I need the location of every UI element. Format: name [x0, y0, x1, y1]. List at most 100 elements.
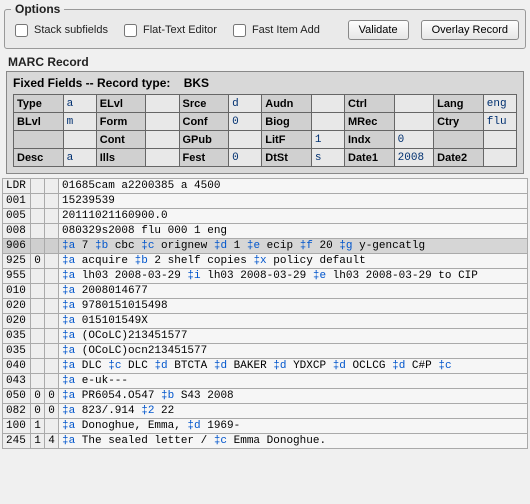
marc-row[interactable]: 008080329s2008 flu 000 1 eng: [3, 224, 528, 239]
fixed-value[interactable]: [311, 113, 344, 131]
marc-indicator-1[interactable]: [31, 329, 45, 344]
marc-indicator-2[interactable]: [45, 284, 59, 299]
marc-tag[interactable]: 955: [3, 269, 31, 284]
marc-indicator-1[interactable]: [31, 359, 45, 374]
fixed-value[interactable]: 0: [229, 113, 262, 131]
marc-tag[interactable]: 020: [3, 314, 31, 329]
marc-row[interactable]: LDR 01685cam a2200385 a 4500: [3, 179, 528, 194]
marc-tag[interactable]: 100: [3, 419, 31, 434]
marc-indicator-1[interactable]: [31, 224, 45, 239]
marc-indicator-2[interactable]: 4: [45, 434, 59, 449]
marc-tag[interactable]: 035: [3, 329, 31, 344]
marc-row[interactable]: 906 ‡a 7 ‡b cbc ‡c orignew ‡d 1 ‡e ecip ‡…: [3, 239, 528, 254]
marc-indicator-2[interactable]: [45, 359, 59, 374]
marc-indicator-1[interactable]: 0: [31, 404, 45, 419]
marc-tag[interactable]: 010: [3, 284, 31, 299]
marc-row[interactable]: 040 ‡a DLC ‡c DLC ‡d BTCTA ‡d BAKER ‡d YD…: [3, 359, 528, 374]
marc-indicator-1[interactable]: [31, 179, 45, 194]
fixed-value[interactable]: [229, 131, 262, 149]
marc-indicator-2[interactable]: [45, 419, 59, 434]
fixed-value[interactable]: a: [63, 149, 96, 167]
marc-indicator-1[interactable]: [31, 209, 45, 224]
marc-indicator-2[interactable]: [45, 344, 59, 359]
marc-content[interactable]: ‡a 7 ‡b cbc ‡c orignew ‡d 1 ‡e ecip ‡f 2…: [59, 239, 528, 254]
marc-content[interactable]: 01685cam a2200385 a 4500: [59, 179, 528, 194]
marc-tag[interactable]: 020: [3, 299, 31, 314]
fixed-value[interactable]: [483, 149, 516, 167]
flat-text-label[interactable]: Flat-Text Editor: [120, 21, 217, 40]
marc-content[interactable]: ‡a The sealed letter / ‡c Emma Donoghue.: [59, 434, 528, 449]
marc-indicator-1[interactable]: 0: [31, 254, 45, 269]
fixed-value[interactable]: 0: [394, 131, 433, 149]
marc-tag[interactable]: 043: [3, 374, 31, 389]
marc-indicator-1[interactable]: [31, 269, 45, 284]
fast-item-label[interactable]: Fast Item Add: [229, 21, 320, 40]
marc-indicator-1[interactable]: [31, 239, 45, 254]
marc-indicator-2[interactable]: [45, 194, 59, 209]
fixed-value[interactable]: 1: [311, 131, 344, 149]
marc-tag[interactable]: 082: [3, 404, 31, 419]
marc-indicator-1[interactable]: [31, 314, 45, 329]
marc-indicator-2[interactable]: [45, 269, 59, 284]
marc-content[interactable]: ‡a 823/.914 ‡2 22: [59, 404, 528, 419]
fast-item-checkbox[interactable]: [233, 24, 246, 37]
marc-row[interactable]: 010‡a 2008014677: [3, 284, 528, 299]
marc-content[interactable]: ‡a (OCoLC)213451577: [59, 329, 528, 344]
marc-indicator-1[interactable]: [31, 344, 45, 359]
marc-indicator-1[interactable]: 0: [31, 389, 45, 404]
marc-tag[interactable]: 005: [3, 209, 31, 224]
marc-tag[interactable]: 035: [3, 344, 31, 359]
marc-content[interactable]: ‡a lh03 2008-03-29 ‡i lh03 2008-03-29 ‡e…: [59, 269, 528, 284]
marc-content[interactable]: ‡a 015101549X: [59, 314, 528, 329]
fixed-value[interactable]: [146, 131, 179, 149]
marc-indicator-2[interactable]: [45, 374, 59, 389]
marc-row[interactable]: 24514‡a The sealed letter / ‡c Emma Dono…: [3, 434, 528, 449]
stack-subfields-label[interactable]: Stack subfields: [11, 21, 108, 40]
marc-tag[interactable]: 906: [3, 239, 31, 254]
marc-row[interactable]: 005 20111021160900.0: [3, 209, 528, 224]
marc-indicator-2[interactable]: [45, 179, 59, 194]
marc-indicator-2[interactable]: [45, 254, 59, 269]
marc-content[interactable]: ‡a Donoghue, Emma, ‡d 1969-: [59, 419, 528, 434]
fixed-value[interactable]: a: [63, 95, 96, 113]
marc-tag[interactable]: 245: [3, 434, 31, 449]
marc-content[interactable]: ‡a 9780151015498: [59, 299, 528, 314]
marc-row[interactable]: 1001 ‡a Donoghue, Emma, ‡d 1969-: [3, 419, 528, 434]
marc-tag[interactable]: 040: [3, 359, 31, 374]
marc-content[interactable]: ‡a PR6054.O547 ‡b S43 2008: [59, 389, 528, 404]
marc-indicator-1[interactable]: [31, 299, 45, 314]
marc-content[interactable]: ‡a e-uk---: [59, 374, 528, 389]
overlay-record-button[interactable]: Overlay Record: [421, 20, 519, 40]
marc-indicator-2[interactable]: [45, 299, 59, 314]
fixed-value[interactable]: [146, 149, 179, 167]
fixed-value[interactable]: 2008: [394, 149, 433, 167]
fixed-value[interactable]: [483, 131, 516, 149]
fixed-value[interactable]: [394, 95, 433, 113]
fixed-value[interactable]: d: [229, 95, 262, 113]
marc-indicator-1[interactable]: [31, 284, 45, 299]
marc-content[interactable]: ‡a DLC ‡c DLC ‡d BTCTA ‡d BAKER ‡d YDXCP…: [59, 359, 528, 374]
fixed-value[interactable]: s: [311, 149, 344, 167]
marc-tag[interactable]: 001: [3, 194, 31, 209]
fixed-value[interactable]: [146, 95, 179, 113]
marc-indicator-1[interactable]: 1: [31, 419, 45, 434]
marc-row[interactable]: 9250‡a acquire ‡b 2 shelf copies ‡x poli…: [3, 254, 528, 269]
marc-row[interactable]: 020 ‡a 015101549X: [3, 314, 528, 329]
marc-tag[interactable]: 050: [3, 389, 31, 404]
fixed-value[interactable]: [394, 113, 433, 131]
fixed-value[interactable]: [311, 95, 344, 113]
fixed-value[interactable]: m: [63, 113, 96, 131]
marc-indicator-1[interactable]: 1: [31, 434, 45, 449]
marc-row[interactable]: 035 ‡a (OCoLC)213451577: [3, 329, 528, 344]
marc-content[interactable]: 20111021160900.0: [59, 209, 528, 224]
marc-indicator-2[interactable]: 0: [45, 389, 59, 404]
marc-tag[interactable]: LDR: [3, 179, 31, 194]
marc-content[interactable]: 080329s2008 flu 000 1 eng: [59, 224, 528, 239]
marc-indicator-2[interactable]: [45, 314, 59, 329]
marc-row[interactable]: 00115239539: [3, 194, 528, 209]
marc-content[interactable]: ‡a acquire ‡b 2 shelf copies ‡x policy d…: [59, 254, 528, 269]
marc-indicator-2[interactable]: [45, 329, 59, 344]
marc-indicator-2[interactable]: 0: [45, 404, 59, 419]
marc-indicator-1[interactable]: [31, 374, 45, 389]
fixed-value[interactable]: eng: [483, 95, 516, 113]
